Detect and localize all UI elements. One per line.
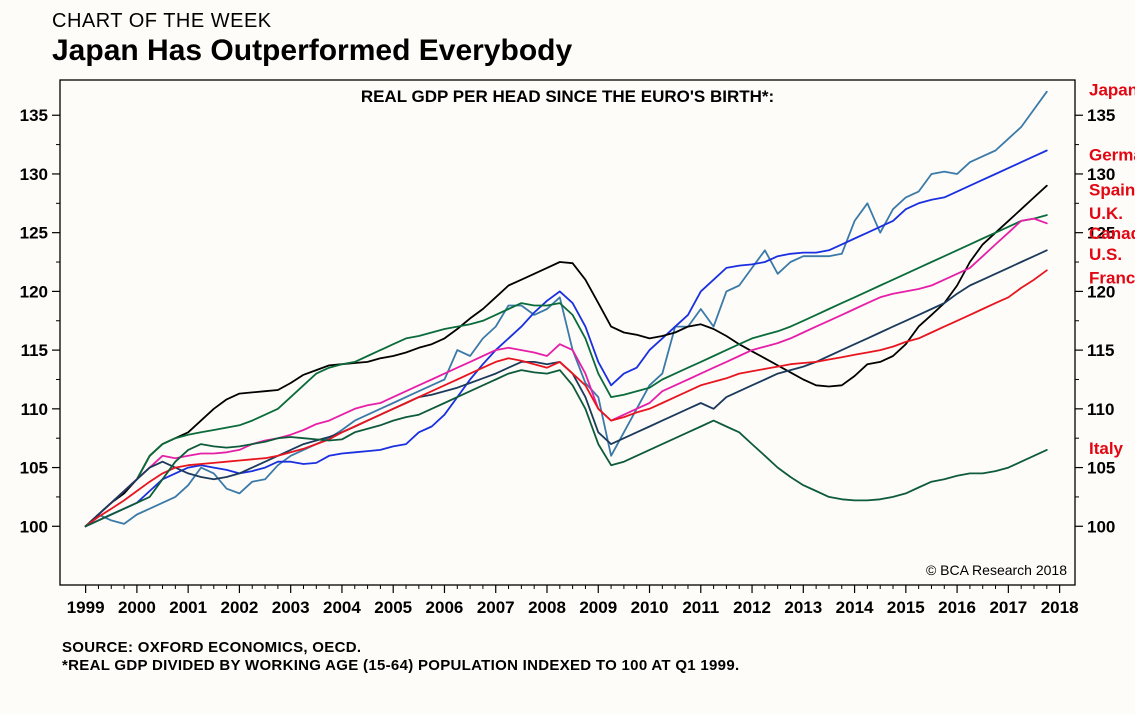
series-label-france: France xyxy=(1089,269,1135,288)
series-label-us: U.S. xyxy=(1089,245,1122,264)
svg-text:110: 110 xyxy=(21,400,48,419)
svg-text:2018: 2018 xyxy=(1041,598,1079,617)
svg-text:110: 110 xyxy=(1087,400,1114,419)
svg-text:100: 100 xyxy=(20,517,48,536)
svg-text:2005: 2005 xyxy=(374,598,412,617)
svg-text:2007: 2007 xyxy=(477,598,515,617)
chart-source-footnote: SOURCE: OXFORD ECONOMICS, OECD. xyxy=(62,639,361,656)
series-label-japan: Japan xyxy=(1089,81,1135,100)
svg-text:105: 105 xyxy=(1087,459,1115,478)
series-label-spain: Spain xyxy=(1089,181,1135,200)
series-label-germany: Germany xyxy=(1089,145,1135,164)
chart-copyright: © BCA Research 2018 xyxy=(926,562,1067,578)
svg-text:115: 115 xyxy=(1087,341,1114,360)
svg-text:1999: 1999 xyxy=(67,598,105,617)
page-root: { "header": { "supertitle": "CHART OF TH… xyxy=(0,0,1135,714)
series-label-canada: Canada xyxy=(1089,224,1135,243)
svg-text:2010: 2010 xyxy=(631,598,669,617)
svg-text:2008: 2008 xyxy=(528,598,566,617)
svg-text:2006: 2006 xyxy=(426,598,464,617)
svg-text:2002: 2002 xyxy=(221,598,259,617)
chart-area: 1001001051051101101151151201201251251301… xyxy=(0,75,1135,635)
svg-text:2003: 2003 xyxy=(272,598,310,617)
svg-text:105: 105 xyxy=(20,459,48,478)
chart-supertitle: CHART OF THE WEEK xyxy=(52,10,272,33)
chart-title: Japan Has Outperformed Everybody xyxy=(52,34,572,68)
svg-text:100: 100 xyxy=(1087,517,1115,536)
svg-text:2014: 2014 xyxy=(836,598,874,617)
series-label-italy: Italy xyxy=(1089,439,1124,458)
svg-text:125: 125 xyxy=(20,224,48,243)
svg-text:2017: 2017 xyxy=(989,598,1027,617)
svg-text:2016: 2016 xyxy=(938,598,976,617)
svg-text:115: 115 xyxy=(21,341,48,360)
svg-text:135: 135 xyxy=(1087,106,1115,125)
svg-text:2000: 2000 xyxy=(118,598,156,617)
chart-note-footnote: *REAL GDP DIVIDED BY WORKING AGE (15-64)… xyxy=(62,657,739,674)
svg-text:2012: 2012 xyxy=(733,598,771,617)
series-label-uk: U.K. xyxy=(1089,204,1123,223)
svg-text:REAL GDP PER HEAD SINCE THE EU: REAL GDP PER HEAD SINCE THE EURO'S BIRTH… xyxy=(361,87,774,106)
svg-text:2009: 2009 xyxy=(579,598,617,617)
svg-text:120: 120 xyxy=(20,282,48,301)
svg-text:2013: 2013 xyxy=(784,598,822,617)
svg-text:2015: 2015 xyxy=(887,598,925,617)
svg-text:130: 130 xyxy=(20,165,48,184)
svg-text:135: 135 xyxy=(20,106,48,125)
svg-text:2004: 2004 xyxy=(323,598,361,617)
line-chart-svg: 1001001051051101101151151201201251251301… xyxy=(0,75,1135,635)
svg-text:2011: 2011 xyxy=(682,598,719,617)
svg-text:2001: 2001 xyxy=(169,598,207,617)
